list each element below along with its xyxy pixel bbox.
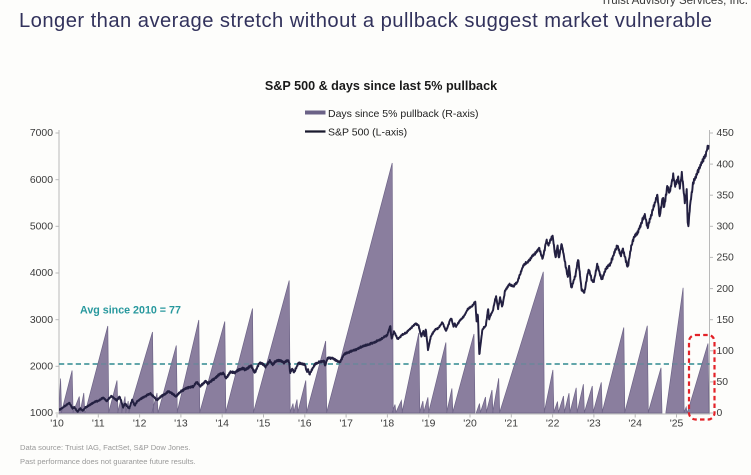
svg-text:7000: 7000 [30, 128, 53, 139]
svg-text:100: 100 [717, 346, 735, 357]
svg-text:'14: '14 [215, 419, 229, 430]
svg-text:150: 150 [717, 315, 735, 326]
svg-text:0: 0 [717, 408, 723, 419]
svg-text:'25: '25 [670, 419, 684, 430]
svg-text:S&P 500 (L-axis): S&P 500 (L-axis) [328, 127, 407, 139]
svg-text:'16: '16 [298, 419, 312, 430]
svg-text:S&P 500 & days since last 5% p: S&P 500 & days since last 5% pullback [265, 79, 498, 93]
svg-text:'20: '20 [463, 419, 477, 430]
svg-text:3000: 3000 [30, 315, 53, 326]
svg-text:50: 50 [717, 377, 729, 388]
svg-text:400: 400 [717, 159, 735, 170]
svg-text:300: 300 [717, 222, 735, 233]
svg-text:'23: '23 [587, 419, 601, 430]
svg-text:250: 250 [717, 253, 735, 264]
svg-text:1000: 1000 [30, 408, 53, 419]
svg-text:'17: '17 [339, 419, 353, 430]
svg-text:Truist Advisory Services, Inc.: Truist Advisory Services, Inc. [601, 0, 748, 7]
svg-text:'24: '24 [628, 419, 642, 430]
svg-text:'18: '18 [381, 419, 395, 430]
svg-text:4000: 4000 [30, 268, 53, 279]
svg-text:450: 450 [717, 128, 735, 139]
svg-text:Longer than average stretch wi: Longer than average stretch without a pu… [19, 10, 712, 32]
svg-text:2000: 2000 [30, 362, 53, 373]
svg-text:'19: '19 [422, 419, 436, 430]
svg-text:Past performance does not guar: Past performance does not guarantee futu… [20, 457, 196, 466]
svg-text:6000: 6000 [30, 175, 53, 186]
svg-text:'12: '12 [133, 419, 147, 430]
svg-text:Days since 5% pullback (R-axis: Days since 5% pullback (R-axis) [328, 108, 479, 120]
svg-text:'15: '15 [257, 419, 271, 430]
svg-text:'21: '21 [505, 419, 519, 430]
svg-text:'22: '22 [546, 419, 560, 430]
svg-text:Avg since 2010 = 77: Avg since 2010 = 77 [80, 305, 181, 317]
svg-text:5000: 5000 [30, 222, 53, 233]
svg-text:'13: '13 [174, 419, 188, 430]
svg-text:200: 200 [717, 284, 735, 295]
svg-text:350: 350 [717, 190, 735, 201]
svg-text:'10: '10 [50, 419, 64, 430]
svg-text:'11: '11 [92, 419, 105, 430]
svg-text:Data source: Truist IAG, FactS: Data source: Truist IAG, FactSet, S&P Do… [20, 443, 190, 452]
